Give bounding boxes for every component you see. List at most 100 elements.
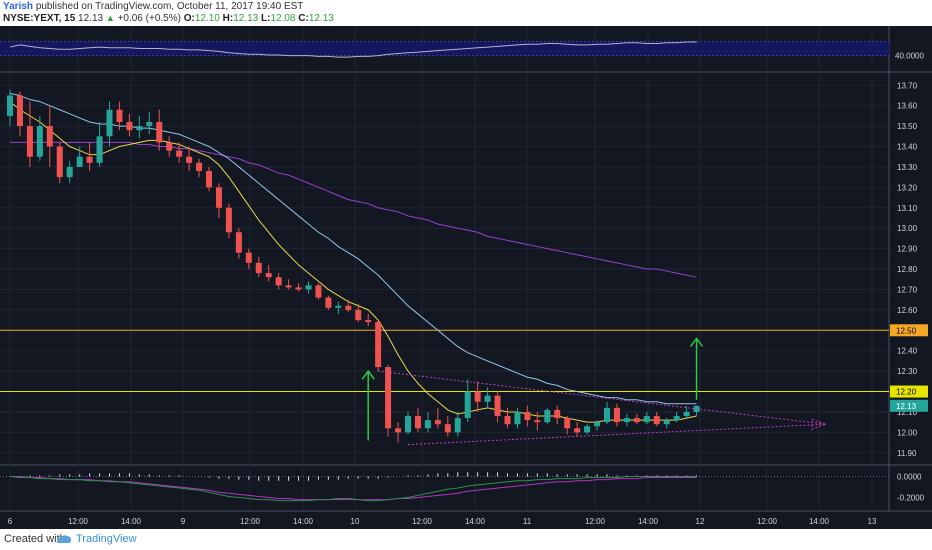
candle-body [385, 367, 392, 429]
tradingview-logo-icon [57, 535, 71, 543]
price-tick-label: 12.80 [897, 265, 918, 274]
candle-body [7, 95, 13, 116]
candle-body [663, 420, 670, 425]
time-tick-label: 13 [868, 517, 877, 526]
candle-body [225, 207, 232, 233]
candle-body [414, 416, 421, 429]
candle-body [36, 126, 43, 157]
candle-body [683, 411, 690, 417]
price-tick-label: 12.40 [897, 347, 918, 356]
time-tick-label: 10 [351, 517, 360, 526]
candle-body [156, 122, 163, 143]
price-tick-label: 11.90 [897, 449, 917, 458]
rsi-line [9, 41, 697, 58]
candle-body [405, 416, 411, 433]
price-change: +0.06 (+0.5%) [117, 13, 181, 24]
candle-body [395, 428, 402, 433]
time-axis-background [0, 511, 932, 529]
price-tag-label: 12.50 [896, 326, 917, 335]
time-tick-label: 12:00 [68, 517, 89, 526]
time-tick-label: 14:00 [293, 517, 314, 526]
candle-body [255, 262, 262, 274]
candle-body [106, 109, 113, 137]
tradingview-brand[interactable]: TradingView [76, 533, 137, 545]
candle-body [325, 297, 332, 308]
price-tick-label: 13.50 [897, 122, 918, 131]
candle-body [186, 156, 193, 163]
price-tick-label: 13.20 [897, 183, 918, 192]
published-text: published on TradingView.com, October 11… [35, 1, 304, 12]
candle-body [26, 126, 33, 157]
candle-body [434, 420, 441, 425]
time-tick-label: 12:00 [240, 517, 261, 526]
candle-body [136, 126, 143, 131]
price-tick-label: 12.30 [897, 367, 918, 376]
price-tag [890, 324, 928, 337]
chart-canvas[interactable]: 13.70 13.60 13.50 13.40 13.30 13.20 13.10 13.00… [0, 26, 932, 529]
time-tick-label: 11 [523, 517, 532, 526]
time-tick-label: 14:00 [121, 517, 142, 526]
candle-body [444, 424, 451, 433]
footer: Created with TradingView [0, 529, 932, 550]
candle-body [146, 122, 153, 127]
price-tick-label: 13.30 [897, 163, 918, 172]
candle-body [594, 422, 601, 427]
candle-body [623, 418, 630, 423]
candle-body [66, 166, 73, 178]
price-tick-label: 13.40 [897, 143, 918, 152]
macd-tick-label: -0.2000 [897, 494, 925, 503]
open-value: 12.10 [194, 13, 220, 24]
macd-tick-label: 0.0000 [897, 473, 922, 482]
candle-body [604, 407, 610, 423]
ema-mid-line [9, 92, 697, 405]
candle-body [534, 420, 541, 423]
candle-body [613, 407, 620, 423]
time-tick-label: 14:00 [638, 517, 659, 526]
candle-body [56, 146, 63, 178]
open-label: O: [183, 13, 195, 24]
price-tick-label: 12.00 [897, 428, 918, 437]
ohlc-line: NYSE:YEXT, 15 12.13 ▲ +0.06 (+0.5%) O:12… [3, 13, 334, 24]
time-tick-label: 12:00 [757, 517, 778, 526]
price-tick-label: 12.90 [897, 245, 918, 254]
time-tick-label: 12 [696, 517, 705, 526]
price-tick-label: 12.10 [897, 408, 918, 417]
close-value: 12.13 [308, 13, 334, 24]
price-tick-label: 13.00 [897, 224, 918, 233]
rsi-tick-label: 40.0000 [895, 52, 924, 61]
time-tick-label: 9 [181, 517, 186, 526]
high-value: 12.13 [233, 13, 259, 24]
price-tick-label: 13.60 [897, 102, 918, 111]
candle-body [584, 426, 591, 433]
candle-body [653, 416, 660, 425]
candle-body [524, 411, 531, 421]
publish-line: Yarish published on TradingView.com, Oct… [3, 1, 303, 12]
time-tick-label: 14:00 [465, 517, 486, 526]
candle-body [484, 395, 491, 402]
candle-body [16, 95, 23, 127]
candle-body [96, 136, 103, 163]
candle-body [554, 409, 561, 419]
candle-body [315, 285, 322, 298]
candle-body [643, 416, 650, 423]
chart-background [0, 26, 889, 511]
price-tick-label: 13.10 [897, 204, 918, 213]
price-axis-background [889, 26, 932, 511]
macd-line [9, 476, 697, 502]
price-tag-label: 12.13 [896, 402, 917, 411]
price-tick-label: 13.70 [897, 81, 918, 90]
candle-body [365, 320, 372, 323]
candle-body [206, 171, 212, 188]
candle-body [474, 391, 481, 402]
candle-body [335, 305, 342, 308]
time-tick-label: 6 [8, 517, 13, 526]
author-link[interactable]: Yarish [3, 1, 34, 12]
up-arrow-head-icon [689, 337, 704, 347]
candle-body [126, 122, 133, 131]
candle-body [454, 418, 461, 433]
candle-body [544, 409, 551, 423]
candle-body [235, 232, 242, 253]
last-price: 12.13 [78, 13, 104, 24]
triangle-upper-line [378, 370, 826, 425]
candle-body [166, 142, 173, 151]
